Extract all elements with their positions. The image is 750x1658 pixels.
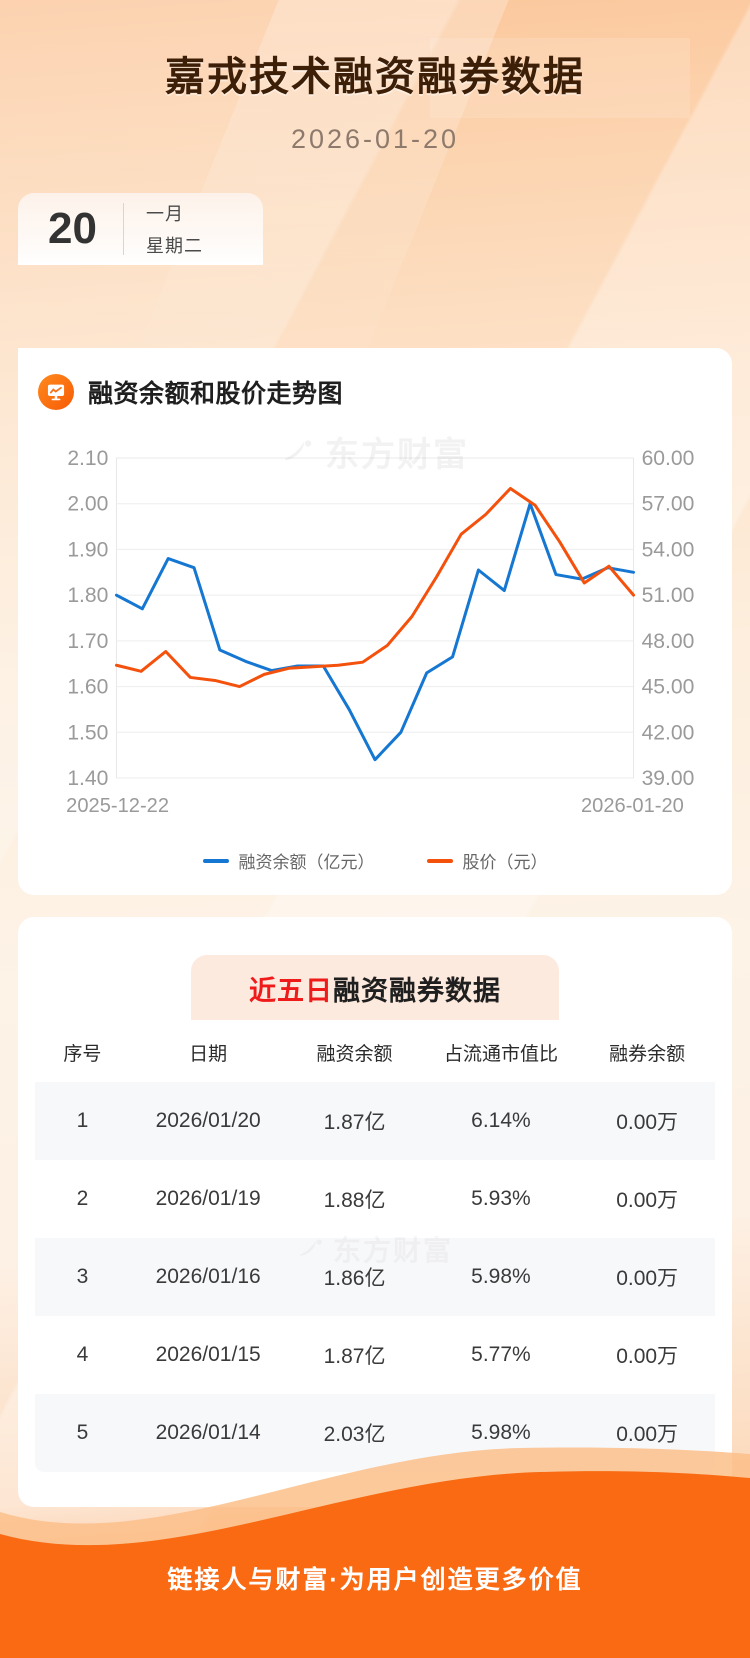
table-row[interactable]: 1 2026/01/20 1.87亿 6.14% 0.00万 xyxy=(35,1082,715,1160)
legend-item-price[interactable]: 股价（元） xyxy=(426,848,548,873)
cell-index: 5 xyxy=(76,1421,89,1444)
cell-ratio: 5.98% xyxy=(471,1421,531,1444)
footer-slogan: 链接人与财富·为用户创造更多价值 xyxy=(167,1566,583,1594)
table-title-rest: 融资融券数据 xyxy=(333,976,501,1006)
y-axis-left-tick: 1.60 xyxy=(67,676,108,699)
cell-index: 4 xyxy=(76,1343,89,1366)
table-title-highlight: 近五日 xyxy=(249,976,333,1006)
y-axis-left-tick: 1.90 xyxy=(67,538,108,561)
cell-index: 2 xyxy=(76,1187,89,1210)
x-axis-end-label: 2026-01-20 xyxy=(581,795,684,817)
y-axis-left-tick: 1.50 xyxy=(67,721,108,744)
y-axis-right-tick: 57.00 xyxy=(642,493,695,516)
page-title: 嘉戎技术融资融券数据 xyxy=(165,55,585,99)
page-header: 嘉戎技术融资融券数据 2026-01-20 xyxy=(0,0,750,155)
cell-date: 2026/01/16 xyxy=(155,1265,261,1288)
line-chart: 2.10 60.00 2.00 57.00 1.90 54.00 1.80 51.00 1.70… xyxy=(66,447,695,817)
cell-date: 2026/01/15 xyxy=(155,1343,261,1366)
y-axis-right-tick: 51.00 xyxy=(642,584,695,607)
page-footer: 链接人与财富·为用户创造更多价值 xyxy=(0,1446,750,1658)
chart-card: 融资余额和股价走势图 东方财富 2.10 60.00 2.00 57.00 1.90 54… xyxy=(18,348,732,895)
cell-balance: 1.87亿 xyxy=(323,1345,386,1368)
cell-date: 2026/01/19 xyxy=(155,1187,261,1210)
date-divider xyxy=(122,203,124,255)
table-title: 近五日融资融券数据 xyxy=(191,955,559,1020)
legend-swatch-balance xyxy=(202,858,229,863)
table-head: 序号 日期 融资余额 占流通市值比 融券余额 xyxy=(35,1021,715,1082)
table-row[interactable]: 3 2026/01/16 1.86亿 5.98% 0.00万 xyxy=(35,1238,715,1316)
y-axis-right-tick: 48.00 xyxy=(642,630,695,653)
column-header-date: 日期 xyxy=(189,1044,228,1065)
column-header-ratio: 占流通市值比 xyxy=(443,1044,558,1065)
cell-ratio: 5.77% xyxy=(471,1343,531,1366)
column-header-balance: 融资余额 xyxy=(316,1044,393,1065)
y-axis-left-tick: 2.10 xyxy=(67,447,108,470)
legend-label-price: 股价（元） xyxy=(462,853,548,872)
cell-index: 1 xyxy=(76,1109,89,1132)
legend-label-balance: 融资余额（亿元） xyxy=(238,853,375,872)
cell-index: 3 xyxy=(76,1265,89,1288)
series-line-balance xyxy=(114,502,636,762)
y-axis-left-tick: 1.40 xyxy=(67,767,108,790)
chart-legend: 融资余额（亿元） 股价（元） xyxy=(18,848,732,873)
margin-trading-table: 序号 日期 融资余额 占流通市值比 融券余额 1 2026/01/20 1.87亿 6… xyxy=(34,1020,716,1473)
table-row[interactable]: 4 2026/01/15 1.87亿 5.77% 0.00万 xyxy=(35,1316,715,1394)
column-header-index: 序号 xyxy=(63,1044,102,1065)
y-axis-right-tick: 54.00 xyxy=(642,538,695,561)
y-axis-left-tick: 1.70 xyxy=(67,630,108,653)
cell-ratio: 6.14% xyxy=(471,1109,531,1132)
table-header-row: 序号 日期 融资余额 占流通市值比 融券余额 xyxy=(35,1021,715,1082)
chart-container: 东方财富 2.10 60.00 2.00 57.00 1.90 54.00 1.80 51.0… xyxy=(18,432,732,832)
y-axis-right-tick: 39.00 xyxy=(642,767,695,790)
cell-short-balance: 0.00万 xyxy=(616,1189,679,1212)
cell-date: 2026/01/20 xyxy=(155,1109,261,1132)
chart-title: 融资余额和股价走势图 xyxy=(88,380,344,408)
page-subtitle-date: 2026-01-20 xyxy=(290,124,460,154)
cell-short-balance: 0.00万 xyxy=(616,1267,679,1290)
series-line-price xyxy=(114,486,636,689)
legend-item-balance[interactable]: 融资余额（亿元） xyxy=(202,848,375,873)
date-weekday: 星期二 xyxy=(145,236,203,256)
cell-balance: 1.87亿 xyxy=(323,1111,386,1134)
y-axis-left-tick: 1.80 xyxy=(67,584,108,607)
table-title-wrap: 近五日融资融券数据 xyxy=(18,955,732,1020)
cell-balance: 1.88亿 xyxy=(323,1189,386,1212)
chart-header: 融资余额和股价走势图 xyxy=(18,374,732,410)
table-row[interactable]: 2 2026/01/19 1.88亿 5.93% 0.00万 xyxy=(35,1160,715,1238)
y-axis-right-tick: 42.00 xyxy=(642,721,695,744)
table-body: 1 2026/01/20 1.87亿 6.14% 0.00万 2 2026/01/19 1.8… xyxy=(35,1082,715,1472)
y-axis-right-tick: 60.00 xyxy=(642,447,695,470)
date-day: 20 xyxy=(48,204,97,253)
legend-swatch-price xyxy=(426,858,453,863)
cell-balance: 2.03亿 xyxy=(323,1423,386,1446)
y-axis-left-tick: 2.00 xyxy=(67,493,108,516)
stock-monitor-icon xyxy=(38,374,74,410)
cell-balance: 1.86亿 xyxy=(323,1267,386,1290)
y-axis-right-tick: 45.00 xyxy=(642,676,695,699)
cell-ratio: 5.98% xyxy=(471,1265,531,1288)
column-header-short: 融券余额 xyxy=(609,1044,686,1065)
cell-short-balance: 0.00万 xyxy=(616,1111,679,1134)
date-meta: 一月 星期二 xyxy=(146,200,203,258)
footer-wave-decoration xyxy=(0,1447,750,1658)
cell-short-balance: 0.00万 xyxy=(616,1345,679,1368)
date-month: 一月 xyxy=(145,204,184,224)
date-badge: 20 一月 星期二 xyxy=(18,193,263,265)
x-axis-start-label: 2025-12-22 xyxy=(66,795,169,817)
cell-short-balance: 0.00万 xyxy=(616,1423,679,1446)
cell-ratio: 5.93% xyxy=(471,1187,531,1210)
cell-date: 2026/01/14 xyxy=(155,1421,261,1444)
